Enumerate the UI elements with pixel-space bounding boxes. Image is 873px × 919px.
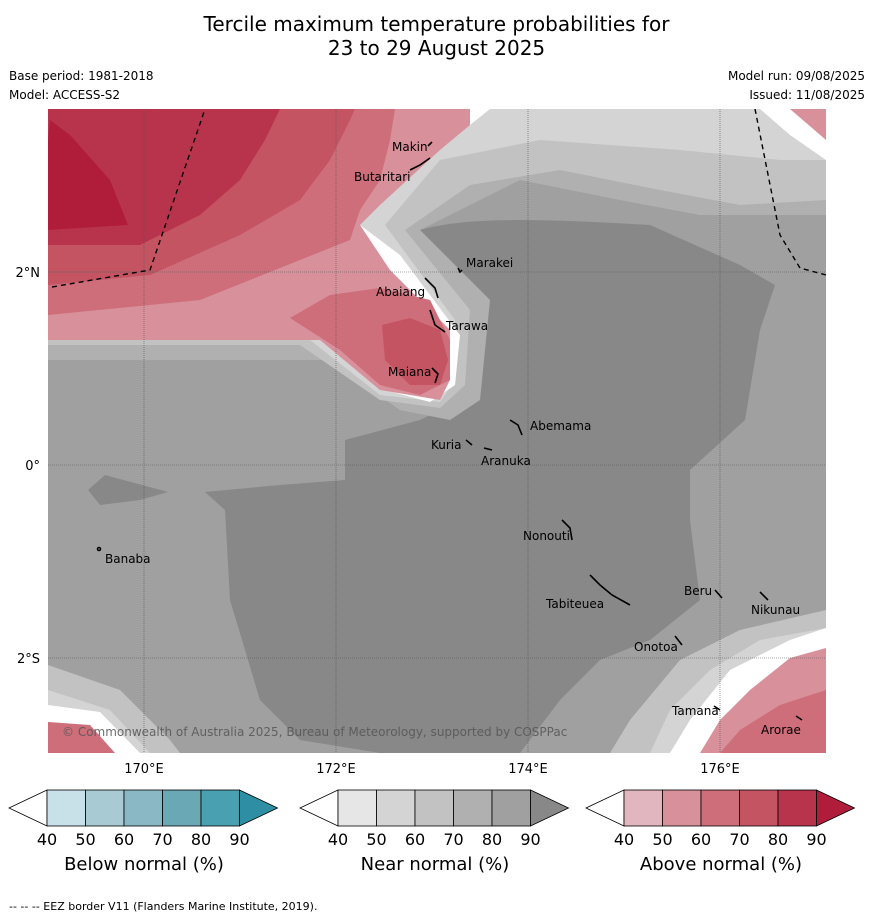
label-makin: Makin: [392, 140, 428, 154]
near-normal-core-banaba: [88, 475, 168, 505]
below-normal-cbar-tick: 40: [37, 830, 57, 849]
lat-label-2s: 2°S: [17, 652, 40, 667]
eez-legend-footer: -- -- -- EEZ border V11 (Flanders Marine…: [9, 900, 318, 913]
label-abaiang: Abaiang: [376, 285, 425, 299]
above-normal-cbar-tick: 70: [729, 830, 749, 849]
below-normal-cbar-cell: [200, 789, 240, 827]
place-labels: Makin Butaritari Marakei Abaiang Tarawa …: [105, 140, 801, 737]
below-normal-cbar-cell: [162, 789, 202, 827]
label-tamana: Tamana: [671, 704, 719, 718]
near-normal-cbar-tick: 90: [520, 830, 540, 849]
above-normal-cbar-tick: 90: [806, 830, 826, 849]
map-area: [48, 109, 826, 753]
near-normal-cbar-tick: 80: [482, 830, 502, 849]
near-normal-cbar-low-extend: [299, 789, 339, 827]
near-normal-cbar-tick: 50: [366, 830, 386, 849]
model-run: Model run: 09/08/2025: [727, 69, 865, 83]
label-abemama: Abemama: [530, 419, 591, 433]
lon-label-170: 170°E: [124, 762, 164, 777]
label-kuria: Kuria: [431, 438, 462, 452]
below-normal-cbar-tick: 90: [229, 830, 249, 849]
near-normal-cbar-high-extend: [530, 789, 570, 827]
base-period: Base period: 1981-2018: [9, 69, 154, 83]
label-butaritari: Butaritari: [354, 170, 411, 184]
label-beru: Beru: [684, 584, 712, 598]
above-normal-cbar-tick: 50: [652, 830, 672, 849]
above-normal-90: [48, 120, 128, 230]
label-nikunau: Nikunau: [751, 603, 800, 617]
near-normal-cbar-cell: [414, 789, 454, 827]
lon-label-172: 172°E: [316, 762, 356, 777]
below-normal-cbar-cell: [123, 789, 163, 827]
meta-right: Model run: 09/08/2025 Issued: 11/08/2025: [728, 68, 865, 103]
above-normal-cbar-low-extend: [585, 789, 625, 827]
copyright-notice: © Commonwealth of Australia 2025, Bureau…: [62, 725, 567, 739]
label-maiana: Maiana: [388, 365, 431, 379]
above-normal-label: Above normal (%): [639, 854, 803, 875]
below-normal-cbar-tick: 70: [152, 830, 172, 849]
above-normal-ne: [790, 109, 826, 140]
eez-border: [51, 109, 826, 288]
near-normal-cbar-tick: 70: [443, 830, 463, 849]
below-normal-cbar-tick: 50: [75, 830, 95, 849]
above-normal-cbar-tick: 60: [691, 830, 711, 849]
near-normal-cbar-cell: [491, 789, 531, 827]
axis-labels: 2°N 0° 2°S 170°E 172°E 174°E 176°E: [16, 266, 740, 777]
near-normal-cbar-cell: [337, 789, 377, 827]
label-banaba: Banaba: [105, 552, 151, 566]
title-line-2: 23 to 29 August 2025: [327, 36, 546, 60]
label-tabiteuea: Tabiteuea: [545, 597, 604, 611]
near-normal-core: [205, 220, 775, 753]
above-normal-cbar-cell: [700, 789, 740, 827]
below-normal-cbar-cell: [46, 789, 86, 827]
below-normal-cbar-low-extend: [8, 789, 48, 827]
graticule: [48, 109, 826, 753]
lon-label-176: 176°E: [700, 762, 740, 777]
model-name: Model: ACCESS-S2: [9, 88, 121, 102]
below-normal-cbar-cell: [85, 789, 125, 827]
lon-label-174: 174°E: [508, 762, 548, 777]
above-normal-70-tarawa: [382, 318, 448, 385]
label-nonouti: Nonouti: [523, 529, 570, 543]
meta-left: Base period: 1981-2018 Model: ACCESS-S2: [9, 68, 154, 103]
near-normal-cbar-tick: 60: [405, 830, 425, 849]
colorbars: 40 50 60 70 80 90 40 50 60 70 80 90 40 50 60 70 80 90: [8, 789, 856, 849]
lat-label-0: 0°: [25, 459, 40, 474]
label-tarawa: Tarawa: [445, 319, 488, 333]
above-normal-cbar-high-extend: [816, 789, 856, 827]
above-normal-cbar-cell: [739, 789, 779, 827]
above-normal-cbar-cell: [777, 789, 817, 827]
label-marakei: Marakei: [466, 256, 513, 270]
below-normal-cbar-high-extend: [239, 789, 279, 827]
title-line-1: Tercile maximum temperature probabilitie…: [203, 12, 670, 36]
above-normal-se-60: [720, 690, 826, 753]
near-normal-cbar-cell: [376, 789, 416, 827]
above-normal-sw-50: [48, 722, 115, 753]
island-shapes: [96, 141, 803, 721]
map-title: Tercile maximum temperature probabilitie…: [0, 12, 873, 60]
below-normal-label: Below normal (%): [64, 854, 224, 875]
above-normal-cbar-tick: 80: [768, 830, 788, 849]
near-normal-cbar-cell: [453, 789, 493, 827]
above-normal-cbar-tick: 40: [614, 830, 634, 849]
near-normal-cbar-tick: 40: [328, 830, 348, 849]
label-onotoa: Onotoa: [634, 640, 678, 654]
lat-label-2n: 2°N: [16, 266, 41, 281]
label-arorae: Arorae: [761, 723, 801, 737]
above-normal-cbar-cell: [623, 789, 663, 827]
near-normal-label: Near normal (%): [360, 854, 510, 875]
issued-date: Issued: 11/08/2025: [749, 88, 865, 102]
above-normal-cbar-cell: [662, 789, 702, 827]
label-aranuka: Aranuka: [481, 454, 531, 468]
below-normal-cbar-tick: 60: [114, 830, 134, 849]
below-normal-cbar-tick: 80: [191, 830, 211, 849]
